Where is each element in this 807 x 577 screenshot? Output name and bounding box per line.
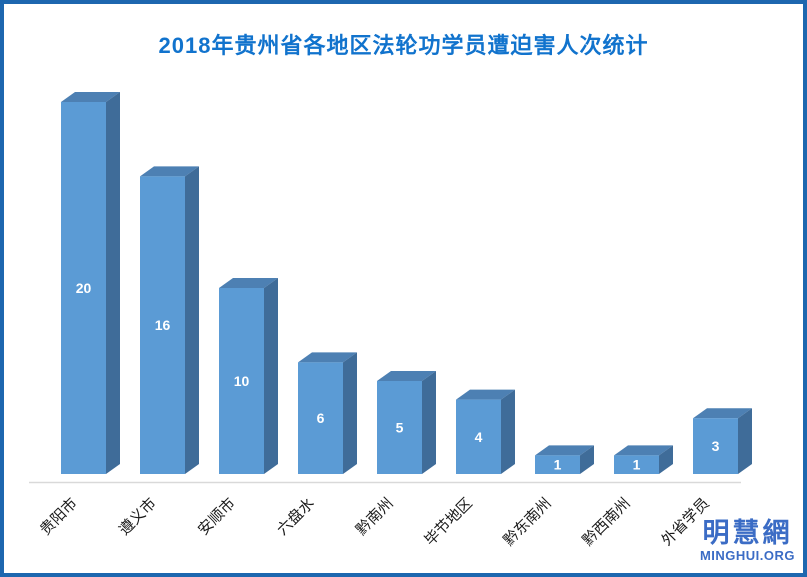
category-label: 六盘水 xyxy=(273,494,318,539)
category-label: 毕节地区 xyxy=(421,495,475,549)
bar-top-face xyxy=(140,166,199,177)
bar-side-face xyxy=(501,389,515,474)
category-label: 安顺市 xyxy=(195,495,239,539)
bar-top-face xyxy=(377,371,436,381)
bar-top-face xyxy=(614,445,673,456)
bar-top-face xyxy=(456,389,515,400)
bar-side-face xyxy=(264,278,278,474)
bar-top-face xyxy=(535,445,594,456)
category-label: 黔西南州 xyxy=(579,495,633,549)
bar-top-face xyxy=(298,352,357,363)
bar-front-face xyxy=(377,381,422,474)
bar-front-face xyxy=(61,102,106,474)
bar-front-face xyxy=(456,399,501,474)
bar-side-face xyxy=(422,371,436,474)
bar-value-label: 5 xyxy=(396,420,404,436)
bar-side-face xyxy=(738,408,752,474)
bar-value-label: 20 xyxy=(76,280,92,296)
bar-front-face xyxy=(535,455,580,474)
bar-top-face xyxy=(693,408,752,419)
category-label: 遵义市 xyxy=(115,494,160,539)
bar-value-label: 10 xyxy=(234,373,250,389)
minghui-logo-cjk: 明慧網 xyxy=(702,518,793,549)
bar-front-face xyxy=(140,176,185,474)
bar-front-face xyxy=(219,288,264,474)
bar-value-label: 16 xyxy=(155,317,171,333)
bar-chart: 20贵阳市16遵义市10安顺市6六盘水5黔南州4毕节地区1黔东南州1黔西南州3外… xyxy=(29,92,752,549)
bar-side-face xyxy=(106,92,120,474)
bar-group: 10 安顺市 xyxy=(195,278,278,539)
bar-front-face xyxy=(298,362,343,474)
bar-top-face xyxy=(61,92,120,102)
category-label: 贵阳市 xyxy=(37,495,81,539)
category-label: 黔南州 xyxy=(353,495,397,539)
bar-group: 6 六盘水 xyxy=(273,352,357,539)
bar-group: 5 黔南州 xyxy=(353,371,436,539)
bar-side-face xyxy=(343,352,357,474)
category-label: 黔东南州 xyxy=(500,495,554,549)
bar-value-label: 4 xyxy=(475,429,483,445)
minghui-logo: 明慧網 MINGHUI.ORG xyxy=(700,519,795,563)
bar-front-face xyxy=(614,455,659,474)
bar-top-face xyxy=(219,278,278,288)
bar-front-face xyxy=(693,418,738,474)
minghui-logo-domain: MINGHUI.ORG xyxy=(699,548,795,564)
bar-side-face xyxy=(185,166,199,474)
bar-value-label: 6 xyxy=(317,410,325,426)
bar-value-label: 3 xyxy=(712,438,720,454)
bar-side-face xyxy=(580,445,594,474)
bar-value-label: 1 xyxy=(554,457,562,473)
bar-group: 16 遵义市 xyxy=(115,166,199,539)
bar-group: 20 贵阳市 xyxy=(37,92,120,539)
bar-side-face xyxy=(659,445,673,474)
chart-title: 2018年贵州省各地区法轮功学员遭迫害人次统计 xyxy=(158,33,649,58)
bar-value-label: 1 xyxy=(633,457,641,473)
